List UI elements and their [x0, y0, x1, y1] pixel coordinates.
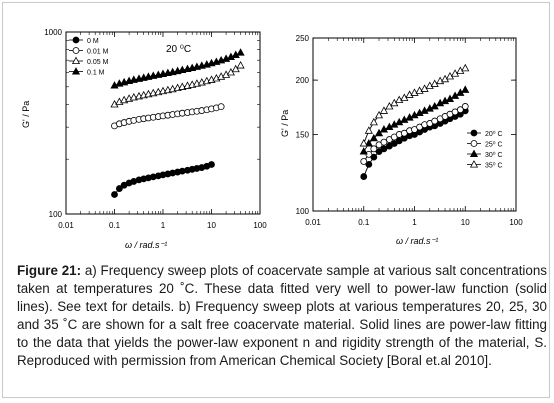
- data-point-a-0: [111, 191, 118, 198]
- figure-caption: Figure 21: a) Frequency sweep plots of c…: [17, 262, 547, 370]
- x-tick-label: 0.01: [305, 218, 321, 227]
- caption-label: Figure 21:: [17, 263, 82, 278]
- x-tick-label: 100: [253, 221, 267, 230]
- data-point-b-1: [380, 138, 388, 146]
- figure-area: 0.01 0.1 1 10 100 100 1000 0 M 0.01 M 0.05 M 0.1 …: [21, 28, 523, 250]
- data-point-b-3: [359, 139, 368, 147]
- data-point-b-2: [400, 115, 409, 123]
- data-point-b-3: [395, 95, 404, 104]
- y-tick-label: 100: [296, 207, 310, 216]
- data-point-b-1: [360, 158, 368, 165]
- x-axis-label-b: ω / rad.s⁻¹: [396, 236, 438, 246]
- data-point-b-1: [461, 103, 469, 110]
- temperature-annotation: 20 ⁰C: [166, 44, 191, 55]
- x-tick-label: 0.1: [109, 221, 121, 230]
- data-point-b-0: [370, 153, 378, 161]
- figure-frame: [2, 2, 550, 398]
- x-tick-label: 1: [161, 221, 166, 230]
- legend-marker: [71, 56, 81, 64]
- legend-label: 0.01 M: [87, 48, 109, 55]
- legend-marker: [72, 36, 80, 44]
- legend-label: 0.05 M: [87, 59, 109, 66]
- legend-marker: [470, 140, 478, 147]
- legend-marker: [71, 67, 81, 75]
- x-tick-label: 1: [412, 218, 417, 227]
- legend-label: 0.1 M: [87, 69, 105, 76]
- x-tick-label: 10: [207, 221, 216, 230]
- x-axis-label-a: ω / rad.s⁻¹: [125, 240, 167, 250]
- data-point-b-3: [430, 79, 439, 87]
- y-tick-label: 150: [296, 130, 310, 139]
- legend-b: 20⁰ C 25⁰ C 30⁰ C 35⁰ C: [467, 129, 503, 169]
- y-tick-label: 100: [49, 210, 63, 219]
- x-tick-label: 0.1: [358, 218, 370, 227]
- data-point-b-2: [364, 139, 373, 147]
- x-tick-label: 0.01: [58, 221, 74, 230]
- data-point-b-3: [410, 88, 419, 96]
- data-point-b-3: [374, 110, 384, 119]
- caption-text: a) Frequency sweep plots of coacervate s…: [17, 263, 547, 368]
- chart-panel-b: 0.01 0.1 1 10 100 100 150 200 250 20⁰ C 25⁰ C 30⁰ …: [280, 34, 523, 246]
- data-point-b-3: [369, 117, 378, 126]
- data-point-b-0: [360, 173, 368, 180]
- data-point-a-2: [236, 61, 245, 69]
- data-point-b-0: [365, 160, 373, 168]
- chart-panel-a: 0.01 0.1 1 10 100 100 1000 0 M 0.01 M 0.05 M 0.1 …: [21, 28, 267, 250]
- data-point-b-1: [456, 106, 464, 114]
- data-point-a-2: [231, 64, 240, 73]
- data-point-b-3: [364, 126, 373, 134]
- y-tick-label: 250: [296, 34, 310, 43]
- data-point-b-2: [379, 125, 389, 133]
- legend-a: 0 M 0.01 M 0.05 M 0.1 M: [69, 36, 109, 76]
- data-point-b-3: [461, 63, 470, 72]
- data-point-b-3: [379, 106, 389, 114]
- legend-label: 0 M: [87, 38, 99, 45]
- data-point-b-3: [415, 86, 424, 94]
- y-axis-label-b: G' / Pa: [280, 110, 290, 137]
- data-point-b-1: [370, 145, 378, 153]
- legend-label: 20⁰ C: [485, 130, 503, 138]
- legend-label: 35⁰ C: [485, 161, 503, 169]
- data-point-b-0: [380, 145, 388, 153]
- plot-frame-b: [312, 37, 517, 212]
- y-tick-label: 1000: [44, 28, 62, 37]
- legend-label: 30⁰ C: [485, 151, 503, 159]
- legend-marker: [470, 129, 478, 137]
- legend-marker: [72, 47, 80, 54]
- y-tick-label: 200: [296, 76, 310, 85]
- data-point-b-2: [461, 85, 470, 93]
- data-point-a-0: [115, 185, 123, 192]
- data-point-b-2: [369, 133, 378, 142]
- data-point-b-2: [374, 128, 384, 137]
- y-axis-label-a: G' / Pa: [21, 101, 31, 128]
- legend-marker: [469, 160, 479, 168]
- data-point-a-1: [217, 103, 225, 111]
- data-point-b-2: [359, 147, 368, 155]
- data-point-a-3: [236, 48, 245, 56]
- legend-marker: [469, 149, 479, 158]
- x-tick-label: 100: [509, 218, 523, 227]
- x-tick-label: 10: [461, 218, 470, 227]
- legend-label: 25⁰ C: [485, 140, 503, 148]
- data-point-b-2: [420, 106, 429, 114]
- data-point-a-0: [208, 161, 215, 168]
